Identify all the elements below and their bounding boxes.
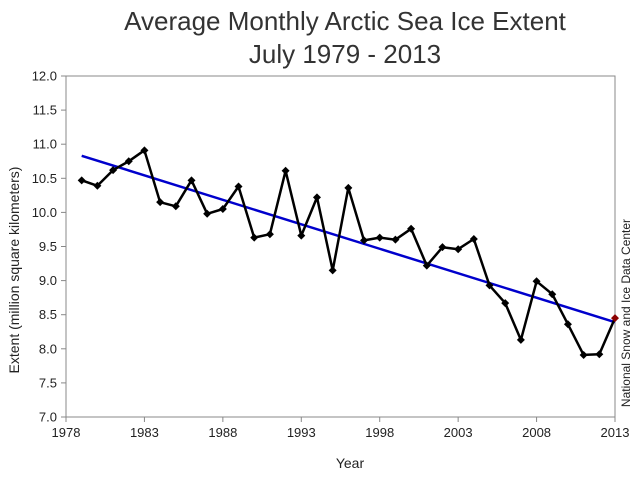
x-axis: 1978 1983 1988 1993 1998 2003 2008 2013 [52,417,630,440]
x-tick-label: 2003 [444,425,473,440]
x-tick-label: 1993 [287,425,316,440]
y-tick-label: 8.5 [39,307,57,322]
data-point [140,146,149,155]
data-point [93,181,102,190]
data-point [124,157,133,166]
data-point [328,266,337,275]
x-tick-label: 1978 [52,425,81,440]
data-point [563,320,572,329]
trend-line-group [81,154,616,324]
y-tick-label: 7.0 [39,410,57,425]
data-point [595,350,604,359]
y-tick-label: 7.5 [39,375,57,390]
data-point [485,281,494,290]
data-point [438,243,447,252]
trend-line [81,154,616,324]
data-point [203,209,212,218]
data-point [281,166,290,175]
data-point [391,235,400,244]
marker-group [77,146,619,359]
y-tick-label: 8.0 [39,341,57,356]
y-tick-label: 9.0 [39,273,57,288]
y-axis: 7.0 7.5 8.0 8.5 9.0 9.5 10.0 10.5 11.0 11.5 12.0 [32,69,66,425]
data-point [312,193,321,202]
data-point [109,166,118,175]
data-point [344,183,353,192]
data-point [218,204,227,213]
y-tick-label: 12.0 [32,69,57,84]
chart-title: Average Monthly Arctic Sea Ice Extent [124,6,567,36]
data-point [579,350,588,359]
data-point [548,290,557,299]
y-tick-label: 10.5 [32,171,57,186]
credit-label: National Snow and Ice Data Center [619,219,633,407]
data-point [297,231,306,240]
data-point [156,198,165,207]
data-point [501,299,510,308]
x-tick-label: 1988 [208,425,237,440]
chart-subtitle: July 1979 - 2013 [249,39,441,69]
x-tick-label: 2008 [522,425,551,440]
data-point [250,233,259,242]
data-point [375,233,384,242]
x-tick-label: 2013 [601,425,630,440]
x-axis-label: Year [336,455,365,471]
data-point [360,236,369,245]
data-point [77,176,86,185]
data-point [516,335,525,344]
data-point [187,176,196,185]
data-point [454,245,463,254]
y-tick-label: 11.5 [33,103,57,118]
data-point [407,224,416,233]
data-point [171,202,180,211]
data-point [422,261,431,270]
y-axis-label: Extent (million square kilometers) [6,167,22,374]
data-point-highlight [611,314,619,323]
y-tick-label: 11.0 [33,137,57,152]
plot-area [65,75,616,418]
data-point [469,234,478,243]
data-point [265,230,274,239]
x-tick-label: 1983 [130,425,159,440]
y-tick-label: 9.5 [39,239,57,254]
data-point [234,182,243,191]
y-tick-label: 10.0 [32,205,57,220]
x-tick-label: 1998 [365,425,394,440]
data-point [532,277,541,286]
